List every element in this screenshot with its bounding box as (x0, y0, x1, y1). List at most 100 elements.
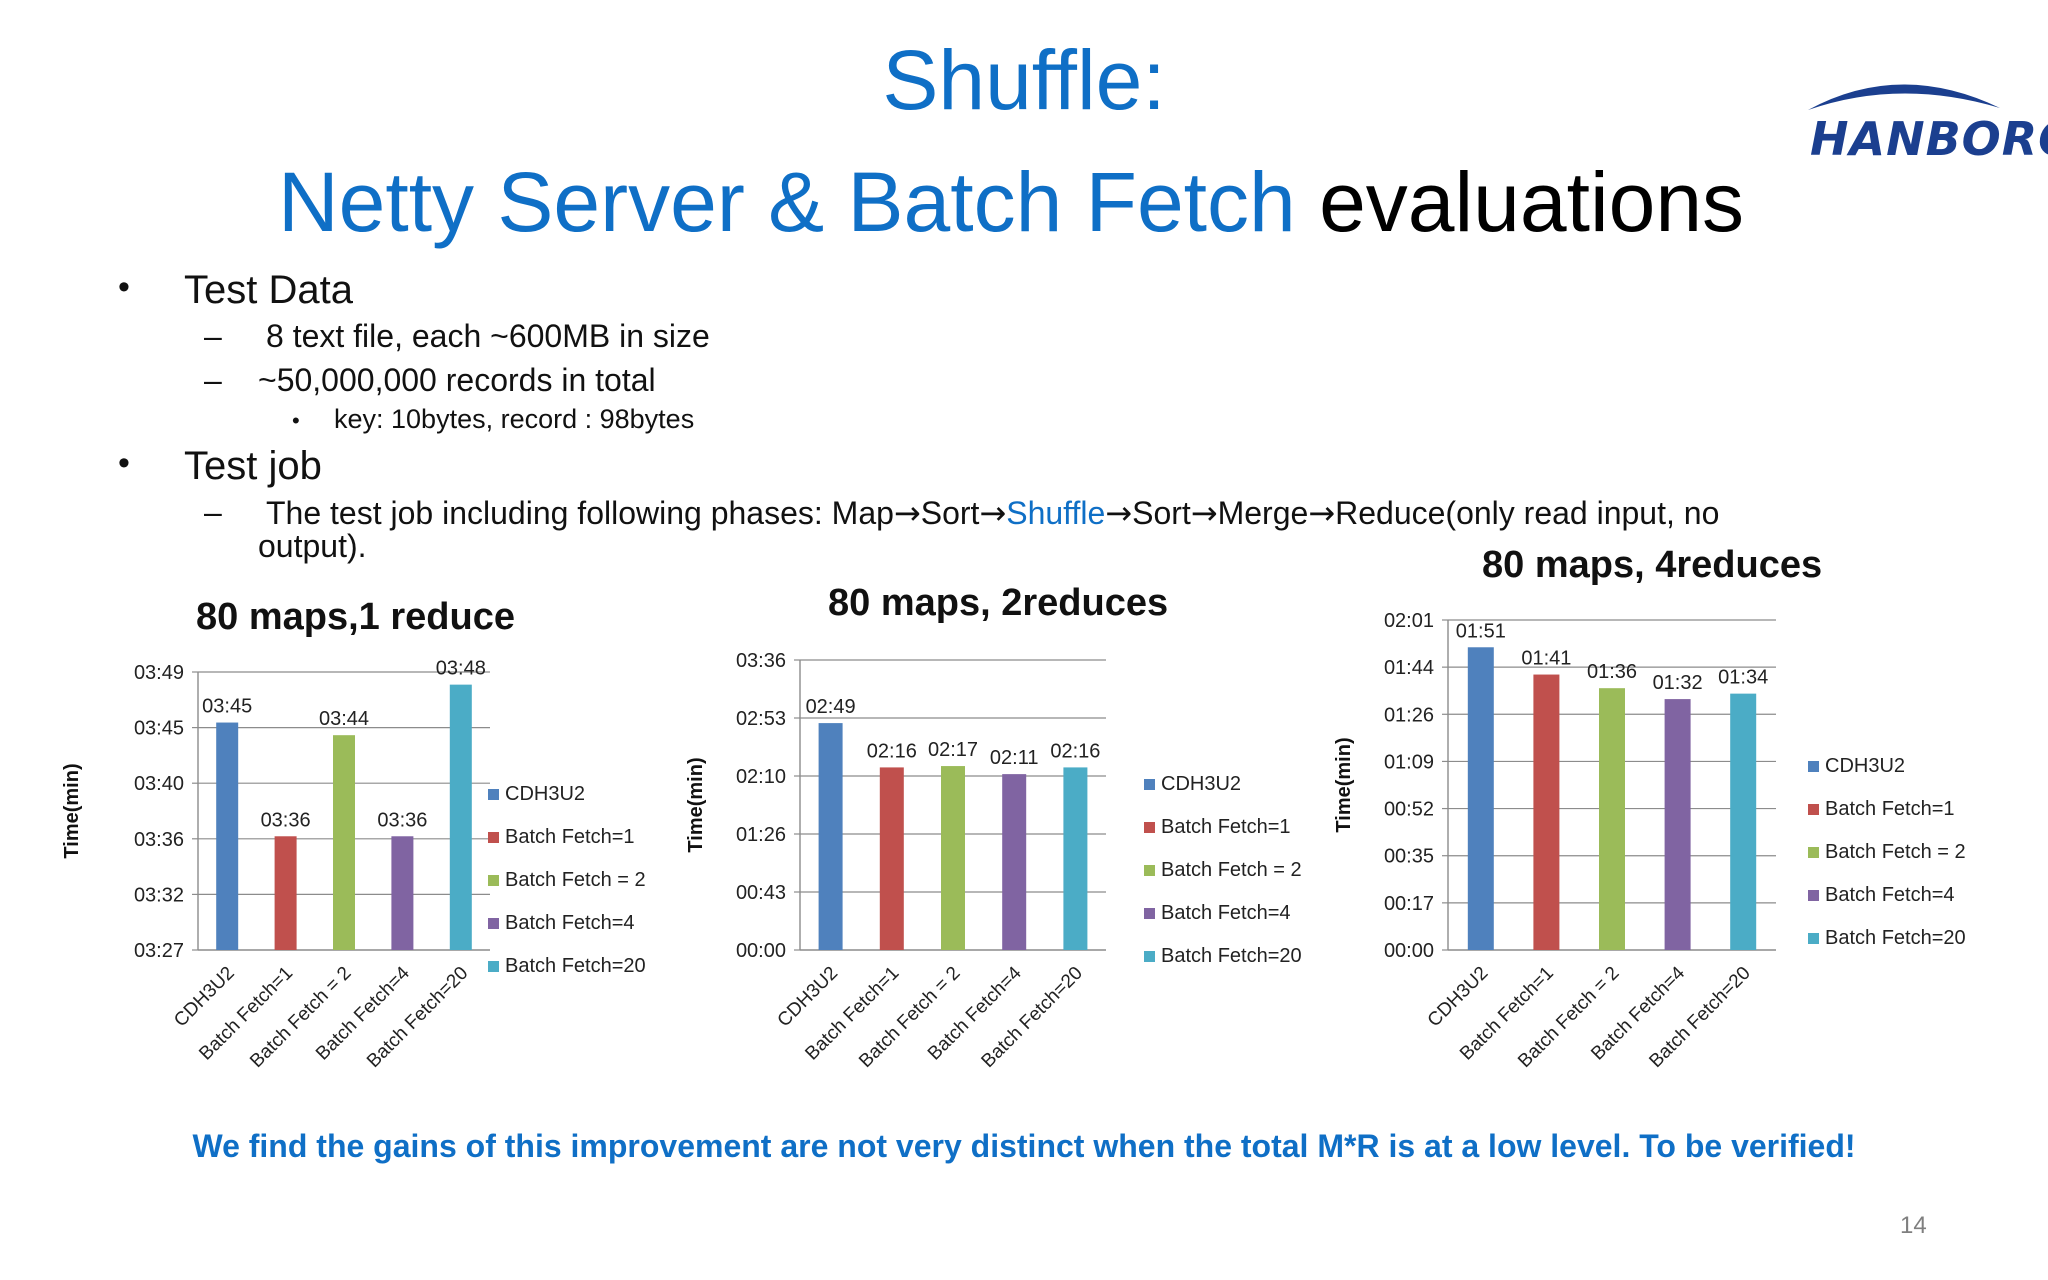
bullet-test-job: Test job (184, 444, 322, 488)
legend-swatch (488, 875, 499, 886)
y-tick-label: 00:00 (1384, 940, 1434, 962)
bar-3 (1002, 774, 1027, 950)
legend-label: Batch Fetch = 2 (505, 869, 646, 891)
legend-label: Batch Fetch=4 (1161, 902, 1291, 924)
legend-label: Batch Fetch = 2 (1825, 841, 1966, 863)
data-label: 02:16 (1050, 740, 1100, 762)
legend-swatch (1144, 951, 1155, 962)
legend-swatch (1808, 847, 1819, 858)
bar-1 (879, 767, 904, 950)
legend-swatch (488, 918, 499, 929)
test-job-phases-line2: output). (258, 528, 367, 564)
y-tick-label: 00:35 (1384, 846, 1434, 868)
bar-1 (1533, 674, 1560, 950)
test-job-phases: The test job including following phases:… (266, 494, 1719, 532)
dash-icon: – (204, 318, 222, 354)
phase-text-map: The test job including following phases:… (266, 495, 894, 531)
legend-label: CDH3U2 (1161, 773, 1241, 795)
data-label: 02:49 (806, 696, 856, 718)
arrow-right-icon: → (893, 494, 921, 532)
legend-swatch (1144, 822, 1155, 833)
legend-label: Batch Fetch=1 (1825, 798, 1955, 820)
slide-title-line2: Netty Server & Batch Fetch evaluations (278, 160, 1744, 244)
x-tick-label: Batch Fetch=20 (363, 963, 472, 1072)
data-label: 01:41 (1521, 648, 1571, 670)
arrow-right-icon: → (1308, 494, 1336, 532)
legend-label: Batch Fetch=1 (505, 826, 635, 848)
legend-label: Batch Fetch=20 (1161, 945, 1302, 967)
bar-chart-2reduces: 00:00 00:43 01:26 02:10 02:53 03:36 Time(min) 0… (685, 650, 1302, 1072)
y-axis-label: Time(min) (61, 763, 83, 858)
dash-icon: – (204, 362, 222, 398)
chart-title-2reduces: 80 maps, 2reduces (828, 582, 1169, 624)
bullet-test-data: Test Data (184, 268, 353, 312)
y-tick-label: 03:40 (134, 773, 184, 795)
bullet-dot-icon: • (118, 268, 130, 306)
bar-2 (333, 735, 355, 950)
bar-0 (216, 722, 239, 950)
bar-1 (274, 836, 297, 950)
chart-title-4reduces: 80 maps, 4reduces (1482, 544, 1823, 586)
bullet-dot-icon: • (118, 444, 130, 482)
bar-0 (818, 723, 843, 950)
legend-label: Batch Fetch=4 (505, 912, 635, 934)
data-label: 03:36 (261, 809, 311, 831)
y-tick-label: 03:45 (134, 718, 184, 740)
y-tick-label: 02:53 (736, 708, 786, 730)
phase-text-sort: Sort (1132, 495, 1191, 531)
title-blue-part: Netty Server & Batch Fetch (278, 155, 1296, 249)
y-tick-label: 03:36 (134, 829, 184, 851)
data-label: 03:45 (202, 696, 252, 718)
hanborq-logo: HANBORQ (1800, 70, 2048, 180)
legend-swatch (1808, 804, 1819, 815)
title-black-part: evaluations (1319, 155, 1745, 249)
page-number: 14 (1900, 1212, 1927, 1239)
y-tick-label: 03:32 (134, 884, 184, 906)
y-axis-label: Time(min) (1333, 737, 1355, 832)
bar-chart-1reduce: 03:27 03:32 03:36 03:40 03:45 03:49 Time(min) 0… (61, 658, 646, 1072)
bar-2 (941, 766, 965, 950)
logo-arc-icon (1808, 84, 2000, 110)
bar-3 (391, 836, 414, 950)
arrow-right-icon: → (979, 494, 1007, 532)
bar-4 (1063, 767, 1088, 950)
data-label: 01:36 (1587, 661, 1637, 683)
y-tick-label: 01:26 (736, 824, 786, 846)
legend-swatch (1808, 761, 1819, 772)
phase-text-reduce: Reduce(only read input, no (1335, 495, 1720, 531)
data-label: 01:32 (1653, 672, 1703, 694)
legend-swatch (488, 961, 499, 972)
legend-label: Batch Fetch = 2 (1161, 859, 1302, 881)
conclusion-text: We find the gains of this improvement ar… (192, 1128, 1856, 1164)
legend-swatch (1144, 908, 1155, 919)
bar-4 (449, 684, 472, 950)
test-data-item-records: ~50,000,000 records in total (258, 362, 656, 398)
y-axis-label: Time(min) (685, 757, 707, 852)
chart-title-1reduce: 80 maps,1 reduce (196, 596, 515, 638)
test-data-subitem-key: key: 10bytes, record : 98bytes (334, 404, 695, 434)
legend-label: Batch Fetch=20 (1825, 927, 1966, 949)
legend-swatch (488, 832, 499, 843)
slide-title-line1: Shuffle: (882, 33, 1166, 127)
bar-4 (1730, 693, 1757, 950)
data-label: 02:16 (867, 740, 917, 762)
x-tick-label: Batch Fetch = 2 (246, 963, 355, 1072)
phase-text-sort: Sort (920, 495, 980, 531)
dash-icon: – (204, 494, 222, 530)
data-label: 03:44 (319, 708, 369, 730)
legend-swatch (1144, 865, 1155, 876)
arrow-right-icon: → (1190, 494, 1218, 532)
data-label: 02:11 (990, 747, 1039, 769)
bar-chart-4reduces: 00:00 00:17 00:35 00:52 01:09 01:26 01:44 02:01… (1333, 610, 1966, 1072)
legend-label: Batch Fetch=20 (505, 955, 646, 977)
bar-0 (1467, 647, 1494, 950)
sub-bullet-dot-icon: • (292, 408, 300, 433)
y-tick-label: 03:36 (736, 650, 786, 672)
test-data-item-files: 8 text file, each ~600MB in size (266, 318, 710, 354)
phase-text-merge: Merge (1217, 495, 1309, 531)
legend-label: Batch Fetch=4 (1825, 884, 1955, 906)
legend-swatch (1808, 933, 1819, 944)
phase-text-shuffle: Shuffle (1006, 495, 1106, 531)
data-label: 01:51 (1456, 620, 1506, 642)
legend-swatch (1144, 779, 1155, 790)
